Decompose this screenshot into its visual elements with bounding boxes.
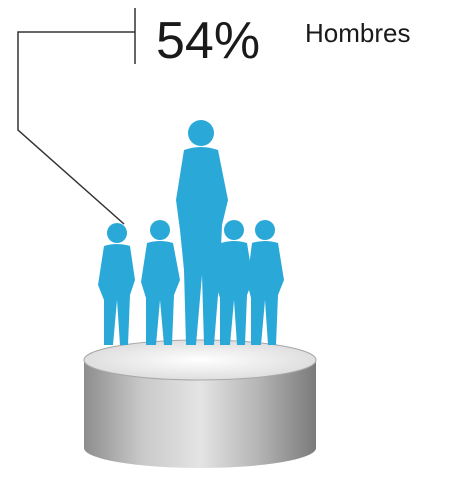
people — [98, 120, 284, 345]
pedestal — [84, 340, 316, 468]
percentage: 54% — [156, 12, 260, 70]
infographic: 54% Hombres — [0, 0, 458, 478]
page: 54% Hombres (() => { const data = JSON.p… — [0, 0, 458, 478]
label: Hombres — [305, 18, 410, 48]
leader-line — [18, 8, 135, 224]
